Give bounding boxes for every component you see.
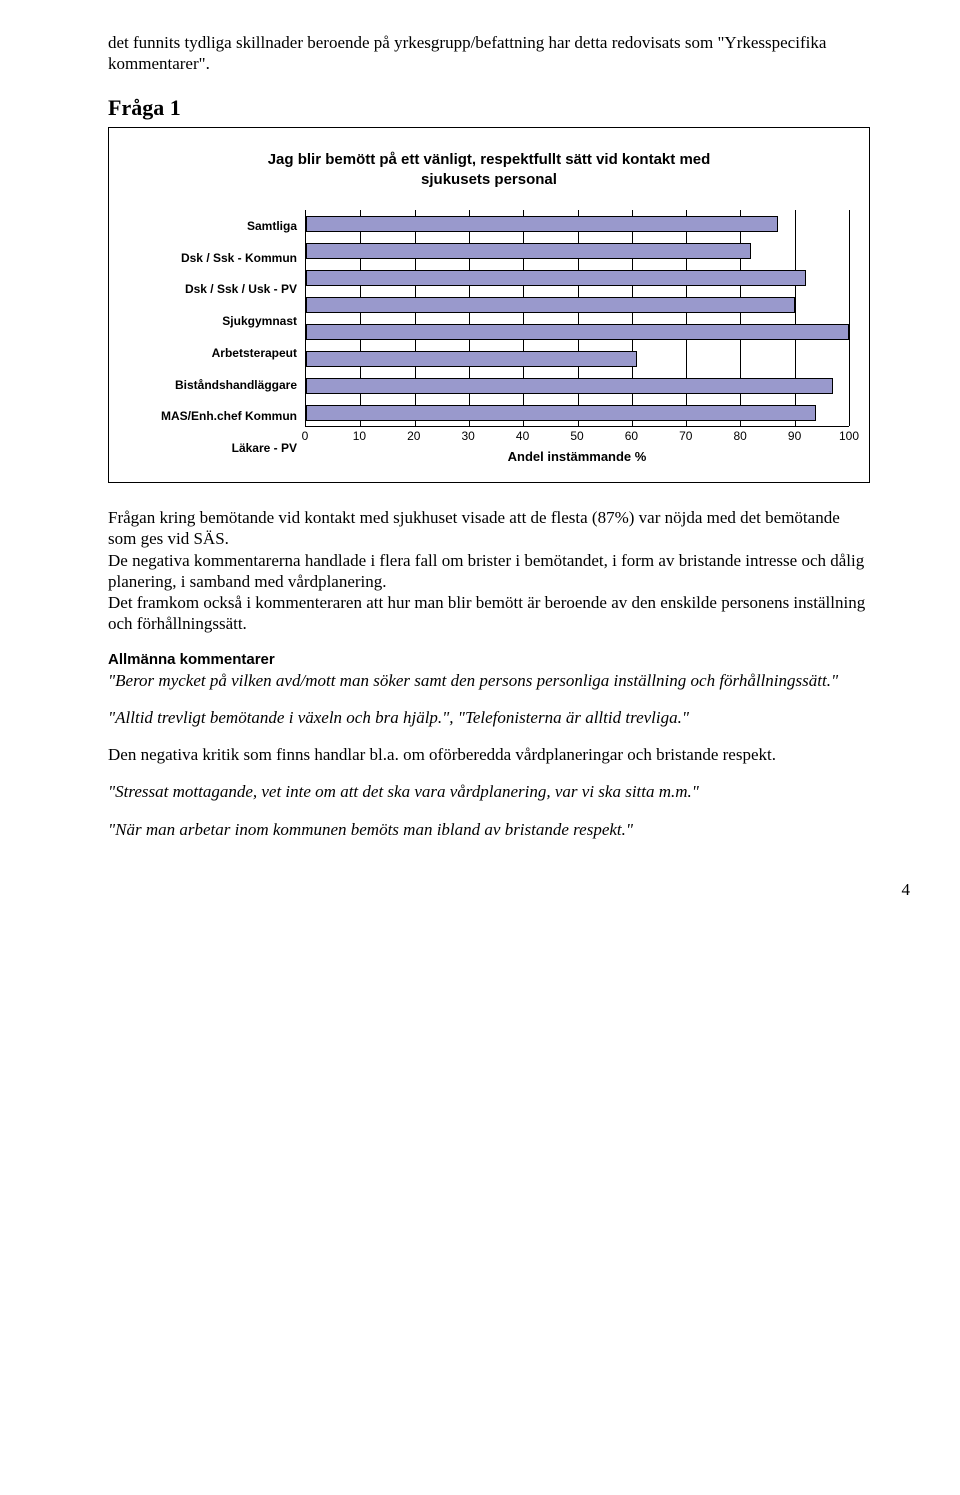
x-axis-title: Andel instämmande % [305, 449, 849, 464]
y-axis-label: MAS/Enh.chef Kommun [161, 403, 297, 430]
x-tick-label: 90 [788, 429, 801, 443]
x-tick-label: 40 [516, 429, 529, 443]
body-para-2: De negativa kommentarerna handlade i fle… [108, 550, 870, 593]
bar [306, 216, 778, 232]
x-axis-ticks: 0102030405060708090100 [305, 427, 849, 447]
y-axis-label: Sjukgymnast [222, 308, 297, 335]
chart-body: Samtliga Dsk / Ssk - Kommun Dsk / Ssk / Us… [129, 210, 849, 464]
quote-1: "Beror mycket på vilken avd/mott man sök… [108, 670, 870, 691]
x-tick-label: 0 [302, 429, 309, 443]
y-axis-label: Samtliga [247, 212, 297, 239]
bar [306, 378, 833, 394]
body-para-3: Det framkom också i kommenteraren att hu… [108, 592, 870, 635]
page-number: 4 [108, 880, 910, 900]
bar-row [306, 405, 816, 421]
bar-row [306, 216, 778, 232]
chart-title-line1: Jag blir bemött på ett vänligt, respektf… [268, 151, 711, 168]
bar [306, 351, 637, 367]
gridline [849, 210, 850, 426]
bar-row [306, 243, 751, 259]
chart-title-line2: sjukusets personal [421, 171, 557, 188]
plot-area [305, 210, 849, 427]
x-tick-label: 100 [839, 429, 859, 443]
body-para-1: Frågan kring bemötande vid kontakt med s… [108, 507, 870, 550]
y-axis-labels: Samtliga Dsk / Ssk - Kommun Dsk / Ssk / Us… [129, 210, 305, 464]
y-axis-label: Biståndshandläggare [175, 371, 297, 398]
y-axis-label: Dsk / Ssk - Kommun [181, 244, 297, 271]
chart-title: Jag blir bemött på ett vänligt, respektf… [129, 150, 849, 191]
quote-3: "Stressat mottagande, vet inte om att de… [108, 781, 870, 802]
y-axis-label: Läkare - PV [232, 435, 297, 462]
bar [306, 297, 795, 313]
bar-row [306, 270, 806, 286]
bar [306, 243, 751, 259]
y-axis-label: Dsk / Ssk / Usk - PV [185, 276, 297, 303]
bar [306, 324, 849, 340]
bar-row [306, 378, 833, 394]
body-para-4: Den negativa kritik som finns handlar bl… [108, 744, 870, 765]
chart-container: Jag blir bemött på ett vänligt, respektf… [108, 127, 870, 484]
intro-paragraph: det funnits tydliga skillnader beroende … [108, 32, 870, 75]
x-tick-label: 50 [570, 429, 583, 443]
bar-row [306, 351, 637, 367]
x-tick-label: 70 [679, 429, 692, 443]
x-tick-label: 20 [407, 429, 420, 443]
quote-2: "Alltid trevligt bemötande i växeln och … [108, 707, 870, 728]
gridline [795, 210, 796, 426]
bar [306, 405, 816, 421]
x-tick-label: 10 [353, 429, 366, 443]
x-tick-label: 80 [734, 429, 747, 443]
y-axis-label: Arbetsterapeut [212, 339, 297, 366]
question-heading: Fråga 1 [108, 95, 870, 121]
quote-4: "När man arbetar inom kommunen bemöts ma… [108, 819, 870, 840]
allmanna-heading: Allmänna kommentarer [108, 651, 870, 668]
x-tick-label: 30 [462, 429, 475, 443]
x-tick-label: 60 [625, 429, 638, 443]
bar-row [306, 324, 849, 340]
bar-row [306, 297, 795, 313]
plot-wrap: 0102030405060708090100 Andel instämmande… [305, 210, 849, 464]
bar [306, 270, 806, 286]
